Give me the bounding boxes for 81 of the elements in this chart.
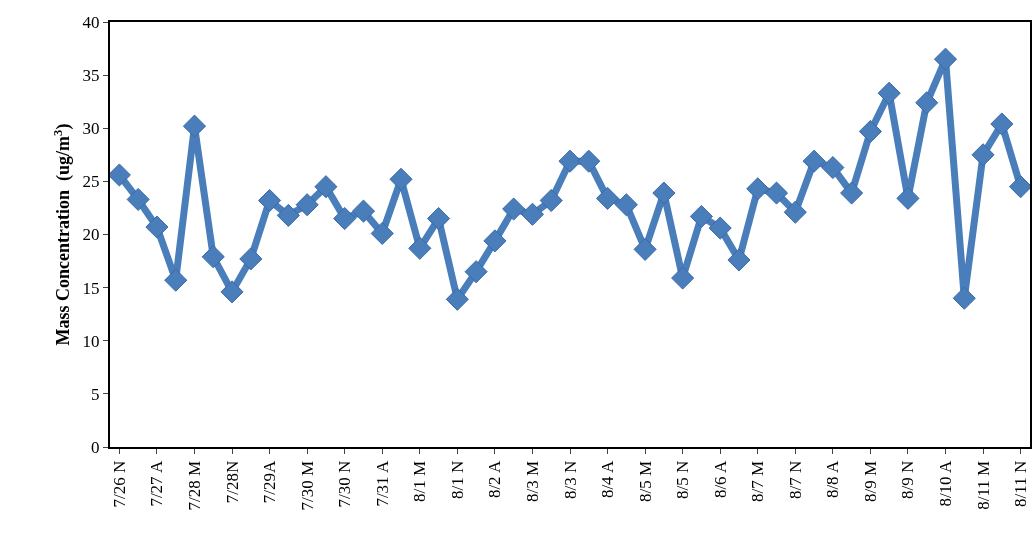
point: [933, 47, 958, 71]
x-tick-label: 8/10 A: [936, 460, 956, 507]
y-tick-label: 30: [82, 119, 100, 139]
x-tick-label: 8/7 N: [785, 460, 805, 500]
y-tick-label: 5: [91, 384, 100, 404]
point: [746, 177, 770, 201]
x-tick-label: 8/11 N: [1011, 460, 1031, 507]
point: [783, 200, 807, 224]
x-tick-label: 7/30 M: [297, 460, 317, 511]
point: [314, 175, 338, 199]
point: [952, 286, 976, 310]
point: [633, 237, 657, 261]
point: [370, 221, 394, 245]
x-tick-label: 7/31 A: [372, 460, 392, 507]
point: [652, 181, 676, 205]
y-tick-label: 20: [82, 225, 100, 245]
point: [445, 287, 469, 311]
point: [164, 268, 188, 292]
point: [258, 188, 282, 213]
x-tick-label: 8/8 A: [823, 460, 843, 499]
point: [408, 236, 432, 260]
point: [764, 181, 789, 205]
x-tick-label: 8/1 N: [447, 460, 467, 500]
x-tick-label: 8/11 M: [973, 460, 993, 510]
point: [915, 91, 939, 115]
point: [295, 193, 319, 217]
x-tick-label: 8/9 M: [860, 460, 880, 502]
x-tick-label: 8/4 A: [598, 460, 618, 499]
y-tick-label: 25: [82, 172, 100, 192]
x-tick-label: 7/26 N: [109, 460, 129, 508]
point: [276, 203, 300, 227]
y-tick-label: 10: [82, 331, 100, 351]
x-tick-label: 8/3 N: [560, 460, 580, 500]
y-tick-label: 35: [82, 66, 100, 86]
point: [483, 229, 507, 253]
point: [464, 260, 488, 284]
point: [502, 197, 526, 221]
point: [990, 112, 1014, 136]
x-tick-label: 7/30 N: [335, 460, 355, 508]
x-tick-label: 8/6 A: [710, 460, 730, 499]
point: [821, 156, 845, 180]
x-tick-label: 7/28N: [222, 460, 242, 504]
point: [220, 280, 244, 304]
point: [182, 114, 207, 138]
point: [708, 216, 732, 240]
x-tick-label: 8/2 A: [485, 460, 505, 499]
point: [877, 81, 901, 105]
point: [145, 215, 169, 239]
x-tick-label: 8/1 M: [410, 460, 430, 502]
x-tick-label: 8/5 N: [673, 460, 693, 500]
point: [671, 266, 695, 290]
x-tick-label: 7/29A: [260, 460, 280, 504]
point: [727, 248, 751, 272]
x-tick-label: 7/28 M: [185, 460, 205, 511]
y-tick-label: 40: [82, 12, 100, 32]
point: [558, 149, 582, 173]
point: [539, 188, 563, 213]
point: [520, 202, 544, 226]
point: [896, 186, 920, 210]
point: [802, 149, 826, 173]
point: [689, 204, 713, 228]
point: [614, 193, 638, 217]
point: [333, 207, 357, 231]
point: [351, 199, 376, 223]
x-tick-label: 7/27 A: [147, 460, 167, 507]
x-tick-label: 8/3 M: [522, 460, 542, 502]
point: [596, 186, 620, 210]
x-tick-label: 8/9 N: [898, 460, 918, 500]
point: [840, 181, 864, 205]
x-tick-label: 8/7 M: [748, 460, 768, 502]
y-tick-label: 15: [82, 278, 100, 298]
y-tick-label: 0: [91, 437, 100, 457]
point: [577, 149, 601, 173]
point: [201, 245, 225, 269]
point: [126, 187, 150, 211]
point: [389, 167, 413, 191]
point: [971, 143, 995, 167]
x-tick-label: 8/5 M: [635, 460, 655, 502]
point: [239, 247, 263, 271]
point: [427, 207, 451, 231]
point: [858, 119, 882, 143]
